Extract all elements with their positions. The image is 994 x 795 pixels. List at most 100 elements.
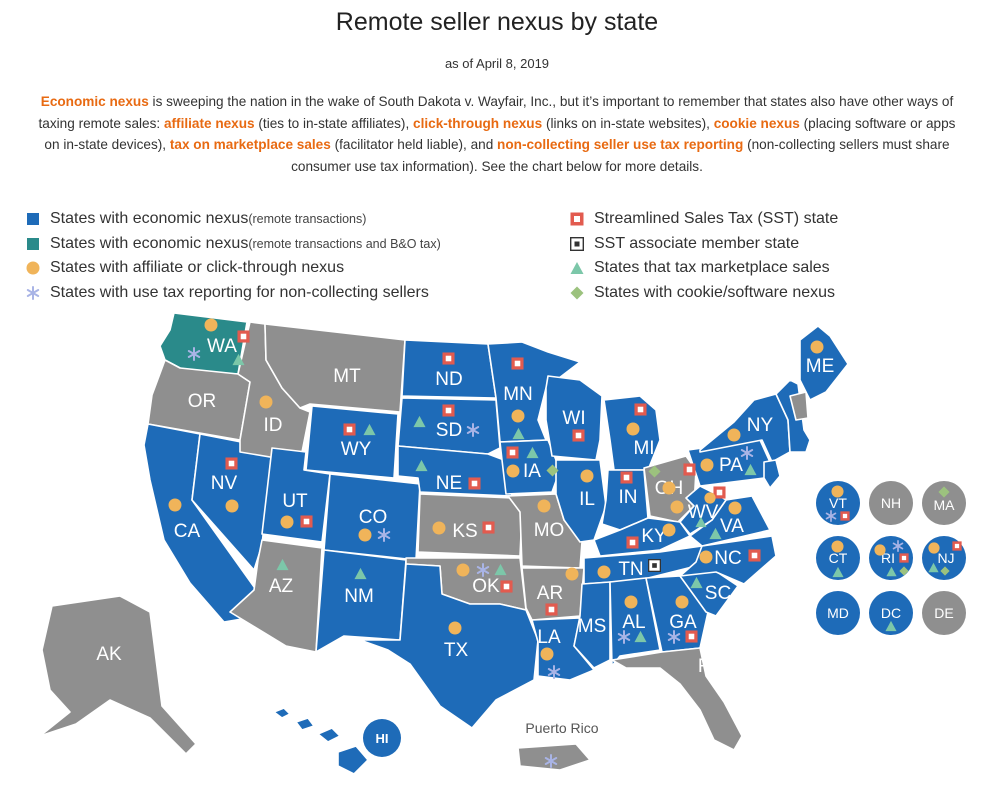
- click-through-nexus-term: click-through nexus: [413, 115, 543, 131]
- sst-square-icon: [568, 212, 586, 226]
- state-label-KS: KS: [452, 521, 477, 542]
- state-label-PA: PA: [719, 455, 743, 476]
- sst-marker: [468, 477, 481, 490]
- state-label-OK: OK: [472, 576, 500, 597]
- state-label-MA: MA: [934, 497, 956, 513]
- use-tax-reporting-term: non-collecting seller use tax reporting: [497, 137, 744, 152]
- state-label-WY: WY: [341, 439, 372, 460]
- de-circle[interactable]: [922, 591, 966, 635]
- state-label-AL: AL: [622, 612, 645, 633]
- affiliate-marker: [624, 595, 638, 609]
- state-NM[interactable]: [315, 549, 407, 653]
- legend-label: SST associate member state: [594, 234, 800, 252]
- sst-marker: [506, 446, 519, 459]
- affiliate-marker: [700, 458, 714, 472]
- state-AK[interactable]: [39, 595, 197, 755]
- intro-text: (facilitator held liable), and: [330, 137, 498, 152]
- legend-note: (remote transactions and B&O tax): [248, 236, 441, 251]
- state-label-WA: WA: [207, 336, 237, 357]
- state-label-RI: RI: [881, 550, 895, 566]
- intro-text: (placing software or apps on in-state de…: [44, 115, 956, 153]
- state-label-MT: MT: [333, 366, 361, 387]
- state-label-WV: WV: [688, 502, 719, 523]
- state-label-NY: NY: [747, 415, 774, 436]
- state-AZ[interactable]: [229, 539, 323, 653]
- nh-circle[interactable]: [869, 481, 913, 525]
- affiliate-marker: [728, 501, 742, 515]
- legend-item-marketplace: States that tax marketplace sales: [568, 256, 838, 281]
- sst-associate-icon: [568, 236, 586, 251]
- dc-circle[interactable]: [869, 591, 913, 635]
- sst-marker: [343, 423, 356, 436]
- state-label-UT: UT: [282, 491, 308, 512]
- state-FL[interactable]: [611, 647, 743, 751]
- state-AL[interactable]: [609, 577, 661, 667]
- state-label-VA: VA: [720, 516, 744, 537]
- state-SD[interactable]: [397, 397, 501, 455]
- state-MN[interactable]: [487, 341, 581, 443]
- state-NJ-small[interactable]: [763, 459, 781, 489]
- state-label-TX: TX: [444, 640, 469, 661]
- sst-marker: [626, 536, 639, 549]
- state-TX[interactable]: [359, 563, 539, 729]
- blue-square-icon: [24, 213, 42, 226]
- affiliate-marker: [626, 422, 640, 436]
- hi-circle[interactable]: [363, 719, 401, 757]
- intro-text: (ties to in-state affiliates),: [254, 115, 414, 131]
- state-New-England[interactable]: [775, 379, 811, 453]
- affiliate-marker: [225, 499, 239, 513]
- sst-marker: [442, 352, 455, 365]
- state-HI-islands[interactable]: [273, 707, 369, 775]
- legend-item-cookie: States with cookie/software nexus: [568, 281, 838, 306]
- sst-marker: [511, 357, 524, 370]
- affiliate-marker: [874, 544, 886, 556]
- intro-text: (non-collecting sellers must share consu…: [291, 137, 950, 174]
- legend-label: States with use tax reporting for non-co…: [50, 283, 429, 301]
- legend-item-use-tax: States with use tax reporting for non-co…: [24, 281, 441, 306]
- state-MA-small[interactable]: [789, 391, 809, 421]
- page-subtitle: as of April 8, 2019: [444, 56, 550, 71]
- state-WY[interactable]: [305, 405, 399, 479]
- state-IL[interactable]: [555, 459, 607, 543]
- affiliate-marker: [580, 469, 594, 483]
- legend-label: States with cookie/software nexus: [594, 283, 836, 301]
- state-label-NH: NH: [881, 495, 901, 511]
- state-label-NV: NV: [211, 473, 238, 494]
- ct-circle[interactable]: [816, 536, 860, 580]
- state-NC[interactable]: [679, 535, 777, 585]
- affiliate-marker: [448, 621, 462, 635]
- state-label-DE: DE: [934, 605, 953, 621]
- sst-marker: [442, 404, 455, 417]
- state-NE[interactable]: [397, 445, 513, 497]
- state-label-IL: IL: [579, 489, 595, 510]
- state-label-MO: MO: [534, 520, 565, 541]
- affiliate-marker: [280, 515, 294, 529]
- legend-label: States that tax marketplace sales: [594, 259, 830, 277]
- legend-item-sst: Streamlined Sales Tax (SST) state: [568, 207, 838, 232]
- sst-marker: [237, 330, 250, 343]
- legend-left: States with economic nexus (remote trans…: [24, 207, 441, 305]
- state-label-NE: NE: [436, 473, 462, 494]
- affiliate-marker: [675, 595, 689, 609]
- legend-item-economic: States with economic nexus (remote trans…: [24, 207, 441, 232]
- intro-text: (links on in-state websites),: [542, 115, 714, 131]
- sst-marker: [748, 549, 761, 562]
- intro-paragraph: Economic nexus is sweeping the nation in…: [30, 91, 964, 177]
- sst-marker: [482, 521, 495, 534]
- affiliate-marker: [204, 318, 218, 332]
- affiliate-marker: [704, 492, 716, 504]
- affiliate-marker: [597, 565, 611, 579]
- sst-marker: [572, 429, 585, 442]
- intro-text: is sweeping the nation in the wake of So…: [38, 94, 954, 131]
- sst-marker: [545, 603, 558, 616]
- state-label-AK: AK: [96, 644, 122, 665]
- legend-item-economic-bo: States with economic nexus (remote trans…: [24, 232, 441, 257]
- sst-marker: [500, 580, 513, 593]
- state-label-CO: CO: [359, 507, 388, 528]
- ma-circle[interactable]: [922, 481, 966, 525]
- state-label-IN: IN: [619, 487, 638, 508]
- md-circle[interactable]: [816, 591, 860, 635]
- state-label-NM: NM: [344, 586, 374, 607]
- cookie-nexus-term: cookie nexus: [713, 115, 800, 131]
- sst-marker: [634, 403, 647, 416]
